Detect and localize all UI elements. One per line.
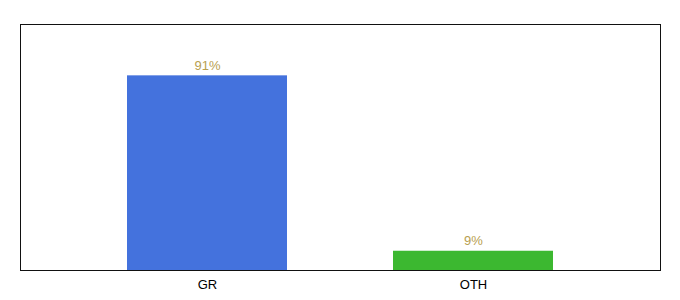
svg-text:91%: 91%: [194, 58, 220, 73]
svg-text:GR: GR: [198, 277, 218, 292]
svg-text:9%: 9%: [464, 233, 483, 248]
svg-text:OTH: OTH: [460, 277, 487, 292]
